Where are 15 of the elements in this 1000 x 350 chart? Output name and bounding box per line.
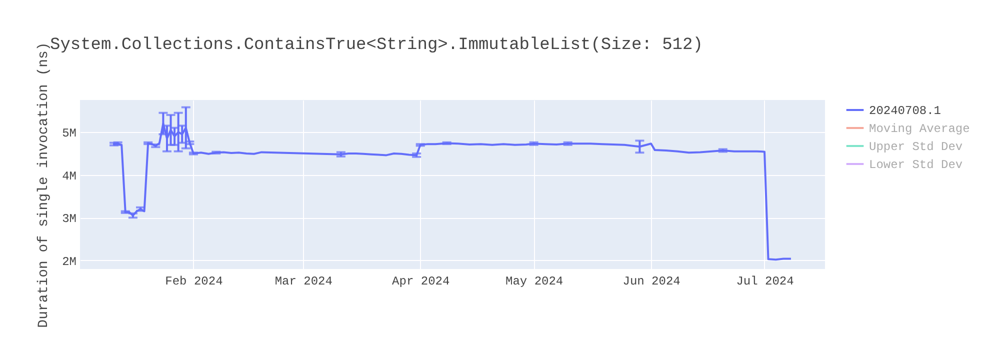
x-tick-label: Jul 2024 (736, 274, 794, 288)
y-tick-label: 4M (62, 169, 76, 184)
legend-label: Lower Std Dev (869, 158, 963, 172)
legend-label: 20240708.1 (869, 104, 942, 118)
x-tick-label: Apr 2024 (392, 274, 450, 288)
x-tick-label: May 2024 (506, 274, 564, 288)
x-tick-label: Mar 2024 (274, 274, 332, 288)
y-tick-label: 5M (62, 126, 76, 141)
chart-title: System.Collections.ContainsTrue<String>.ImmutableList(Size: 512) (50, 36, 703, 55)
y-tick-label: 2M (62, 254, 76, 269)
x-tick-label: Jun 2024 (622, 274, 680, 288)
legend-label: Upper Std Dev (869, 140, 963, 154)
legend-label: Moving Average (869, 122, 970, 136)
x-tick-label: Feb 2024 (165, 274, 223, 288)
y-tick-label: 3M (62, 212, 76, 226)
